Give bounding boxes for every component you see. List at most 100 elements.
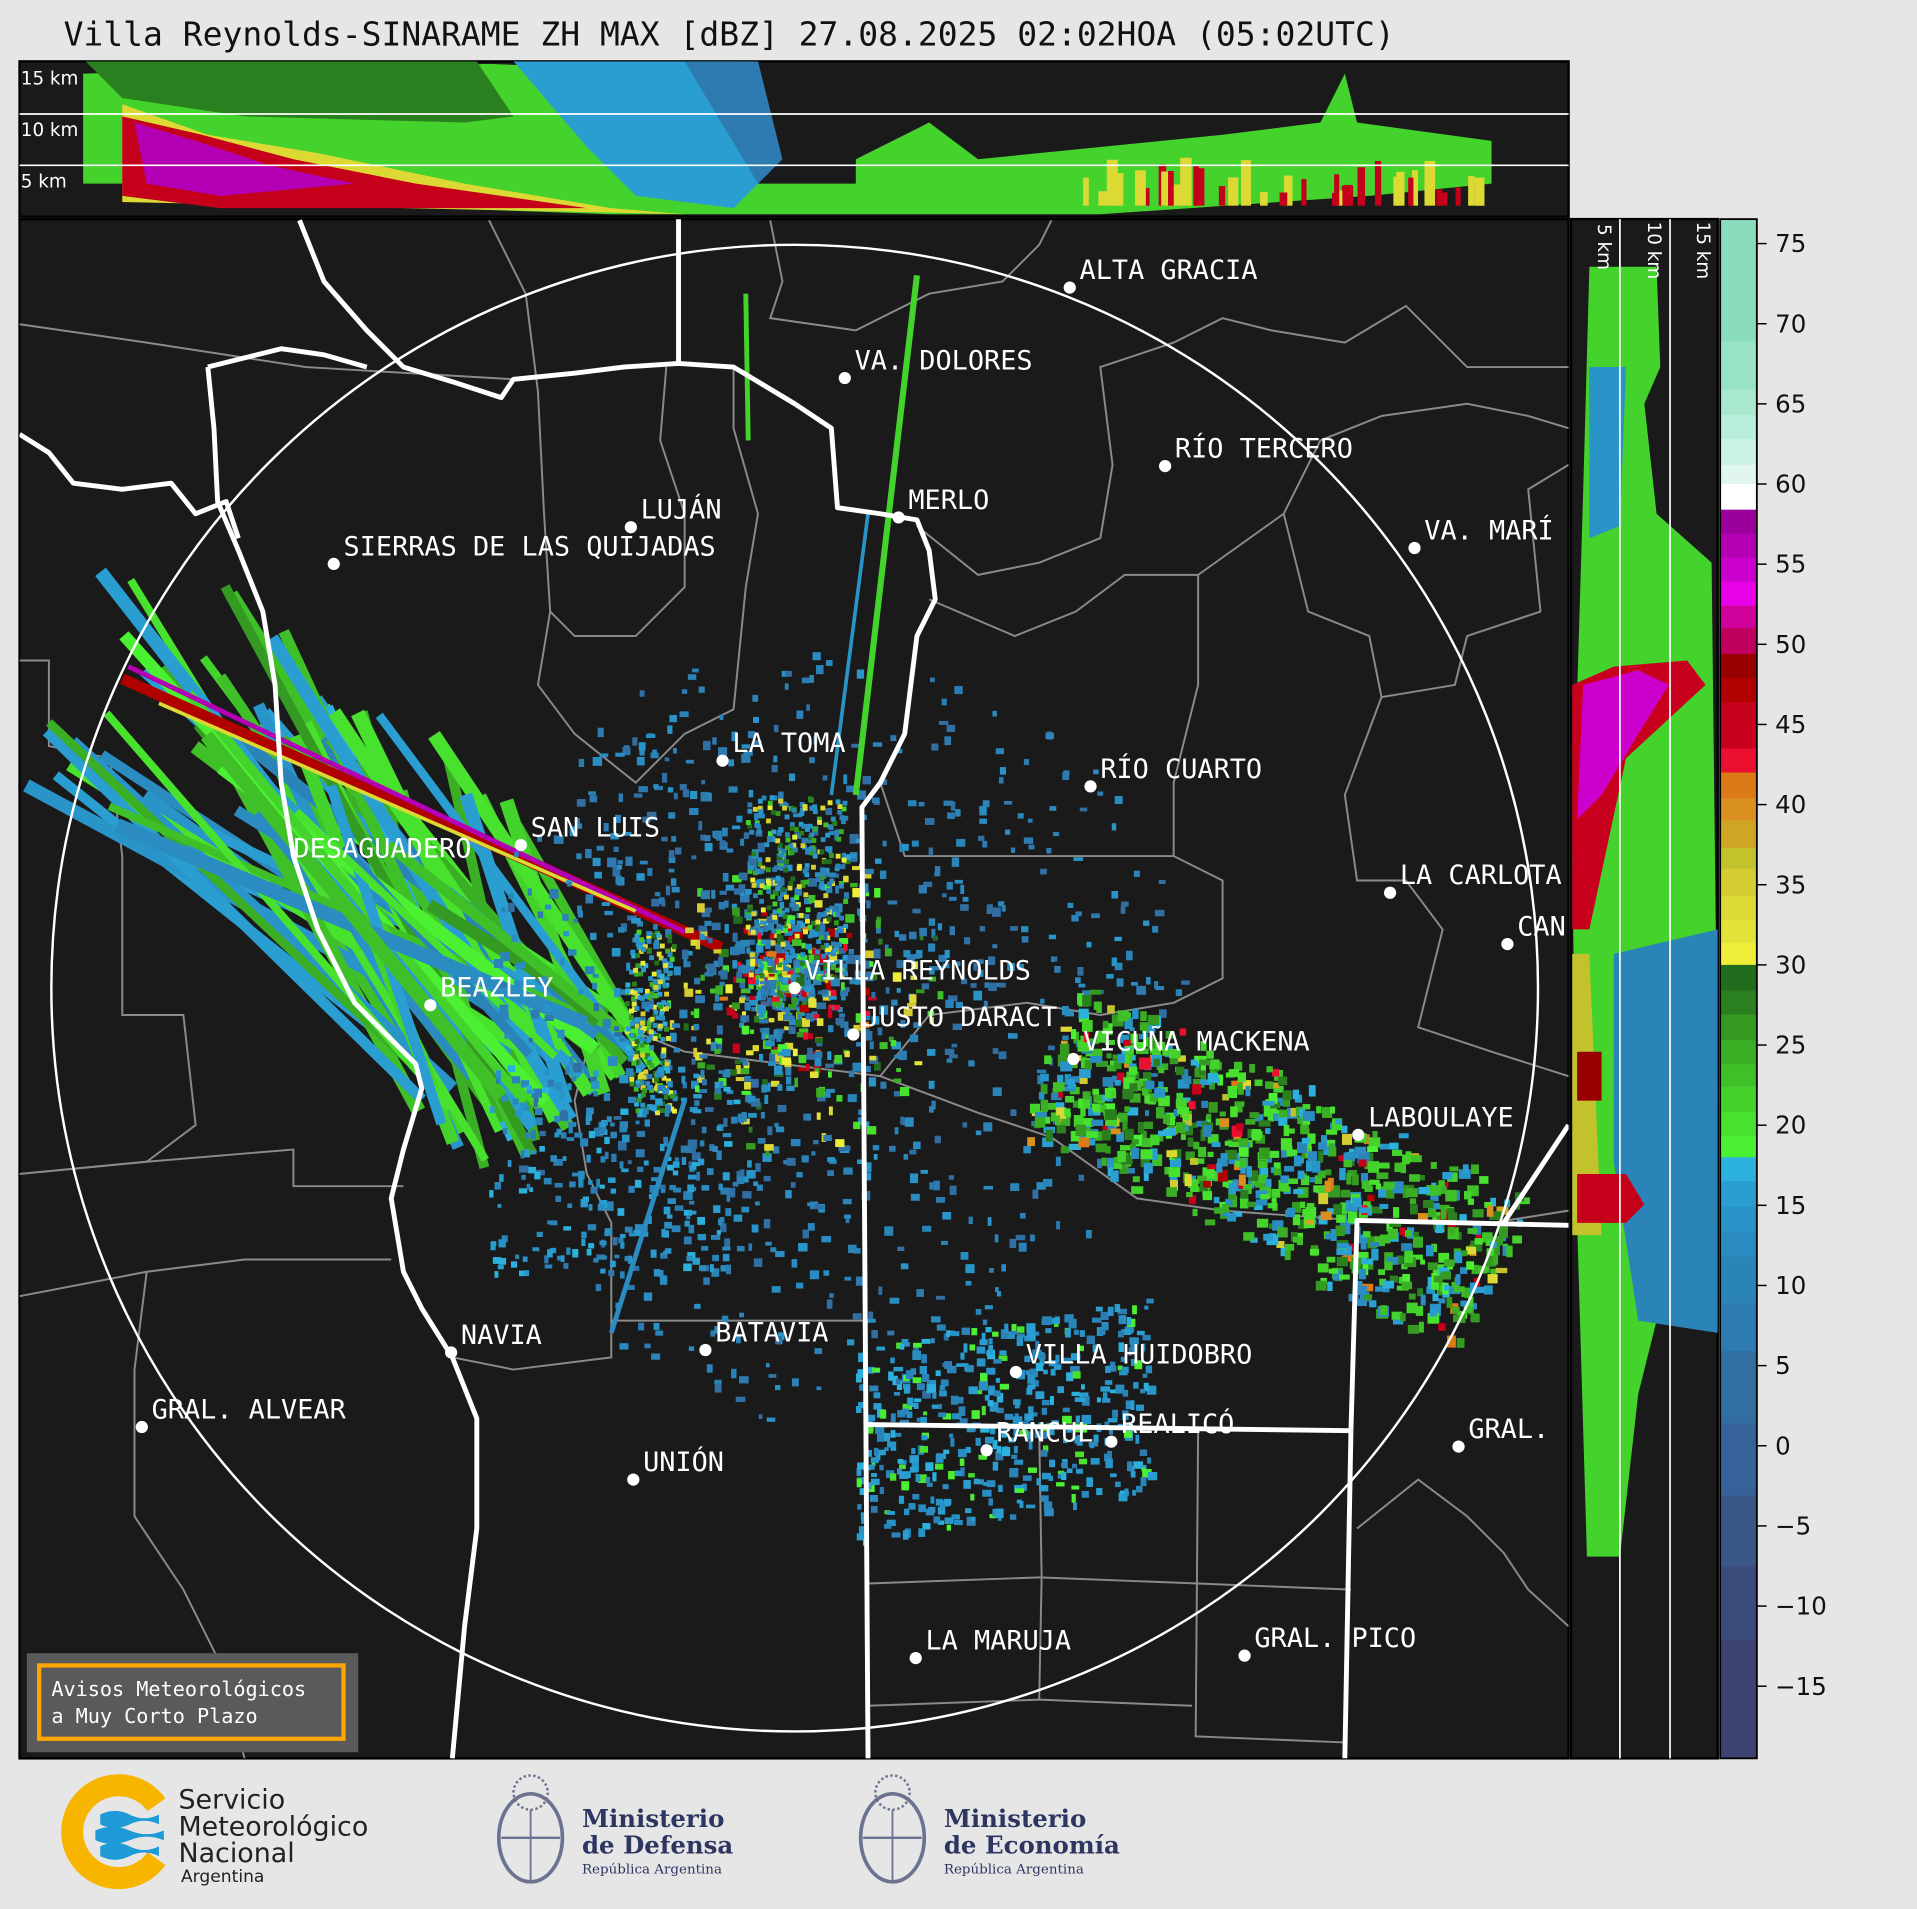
echo-pixel: [499, 1004, 509, 1014]
echo-pixel: [905, 1370, 914, 1380]
echo-pixel: [822, 859, 832, 865]
echo-pixel: [653, 924, 658, 930]
city-dot-icon: [624, 521, 637, 534]
echo-pixel: [519, 1102, 528, 1110]
echo-pixel: [897, 1458, 904, 1464]
colorbar-bin: [1720, 1064, 1757, 1088]
echo-column: [1114, 173, 1124, 206]
echo-pixel: [619, 1343, 629, 1350]
echo-pixel: [813, 1139, 819, 1145]
city-marker: RÍO TERCERO: [1159, 433, 1353, 473]
echo-pixel: [668, 812, 676, 819]
echo-pixel: [848, 1070, 855, 1078]
echo-pixel: [825, 969, 830, 979]
notice-box[interactable]: Avisos Meteorológicos a Muy Corto Plazo: [26, 1653, 359, 1753]
echo-pixel: [648, 1004, 654, 1010]
echo-pixel: [886, 1441, 896, 1448]
echo-pixel: [926, 1384, 937, 1394]
echo-pixel: [1081, 1491, 1089, 1498]
echo-pixel: [646, 1105, 652, 1110]
echo-pixel: [740, 988, 750, 994]
echo-pixel: [731, 731, 737, 742]
echo-pixel: [680, 1097, 687, 1102]
province-boundaries: [19, 219, 1569, 1759]
echo-pixel: [1438, 1252, 1450, 1263]
echo-pixel: [1428, 1206, 1437, 1218]
echo-pixel: [1065, 1095, 1075, 1103]
echo-pixel: [841, 806, 847, 812]
echo-pixel: [1377, 1162, 1390, 1169]
echo-pixel: [1107, 1418, 1118, 1423]
echo-pixel: [1041, 1399, 1050, 1406]
echo-pixel: [787, 970, 794, 975]
echo-pixel: [765, 878, 771, 884]
echo-pixel: [520, 1150, 525, 1159]
echo-pixel: [1135, 1042, 1146, 1054]
echo-pixel: [1486, 1205, 1494, 1217]
echo-pixel: [1047, 1102, 1058, 1110]
echo-pixel: [1106, 973, 1114, 979]
echo-pixel: [651, 898, 660, 907]
echo-column: [1180, 157, 1192, 206]
colorbar-tick-label: 30: [1775, 950, 1806, 979]
echo-pixel: [1175, 1066, 1185, 1076]
echo-pixel: [625, 1068, 634, 1076]
echo-pixel: [696, 1171, 701, 1181]
echo-pixel: [627, 1096, 637, 1104]
echo-pixel: [1027, 1137, 1035, 1147]
echo-pixel: [778, 976, 784, 982]
echo-pixel: [650, 1249, 657, 1258]
echo-pixel: [560, 1132, 567, 1139]
echo-pixel: [1064, 1108, 1071, 1117]
echo-pixel: [657, 1023, 663, 1029]
echo-pixel: [1292, 1214, 1301, 1226]
echo-pixel: [625, 856, 633, 867]
colorbar-bin: [1720, 748, 1757, 774]
echo-pixel: [1104, 1453, 1110, 1462]
echo-pixel: [1278, 1179, 1289, 1192]
echo-pixel: [1341, 1125, 1348, 1134]
echo-pixel: [704, 842, 713, 852]
echo-pixel: [1470, 1240, 1483, 1252]
echo-pixel: [657, 991, 663, 997]
colorbar-tick-label: 75: [1775, 229, 1806, 258]
echo-pixel: [842, 954, 848, 960]
echo-pixel: [869, 1385, 879, 1392]
echo-pixel: [1131, 1034, 1138, 1043]
echo-pixel: [1157, 1041, 1166, 1050]
echo-pixel: [801, 997, 807, 1002]
echo-pixel: [615, 814, 621, 823]
echo-pixel: [1014, 1459, 1024, 1465]
echo-pixel: [1386, 1256, 1399, 1265]
echo-pixel: [947, 1330, 955, 1336]
echo-pixel: [1268, 1093, 1278, 1104]
echo-pixel: [742, 1191, 752, 1199]
side-cross-section-panel: 5 km 10 km 15 km: [1569, 217, 1719, 1760]
echo-pixel: [759, 963, 765, 969]
echo-pixel: [1041, 1472, 1051, 1480]
echo-pixel: [960, 884, 965, 895]
echo-pixel: [1325, 1169, 1332, 1176]
echo-pixel: [857, 1504, 862, 1510]
echo-pixel: [1110, 1128, 1121, 1135]
echo-pixel: [781, 848, 787, 854]
echo-pixel: [490, 1242, 496, 1251]
echo-pixel: [646, 1084, 654, 1090]
echo-pixel: [1029, 1234, 1035, 1242]
echo-pixel: [1013, 1399, 1021, 1405]
echo-pixel: [857, 790, 867, 800]
echo-pixel: [744, 889, 752, 895]
echo-pixel: [1358, 1268, 1367, 1280]
echo-pixel: [796, 1171, 803, 1178]
echo-pixel: [921, 1338, 931, 1344]
echo-pixel: [809, 1270, 820, 1280]
echo-pixel: [869, 1041, 874, 1050]
echo-pixel: [1165, 1030, 1175, 1039]
colorbar-bin: [1720, 219, 1757, 342]
echo-pixel: [1120, 1155, 1133, 1165]
echo-pixel: [797, 1013, 802, 1022]
echo-pixel: [1009, 1238, 1017, 1248]
echo-pixel: [1443, 1259, 1455, 1267]
echo-pixel: [1453, 1314, 1460, 1323]
